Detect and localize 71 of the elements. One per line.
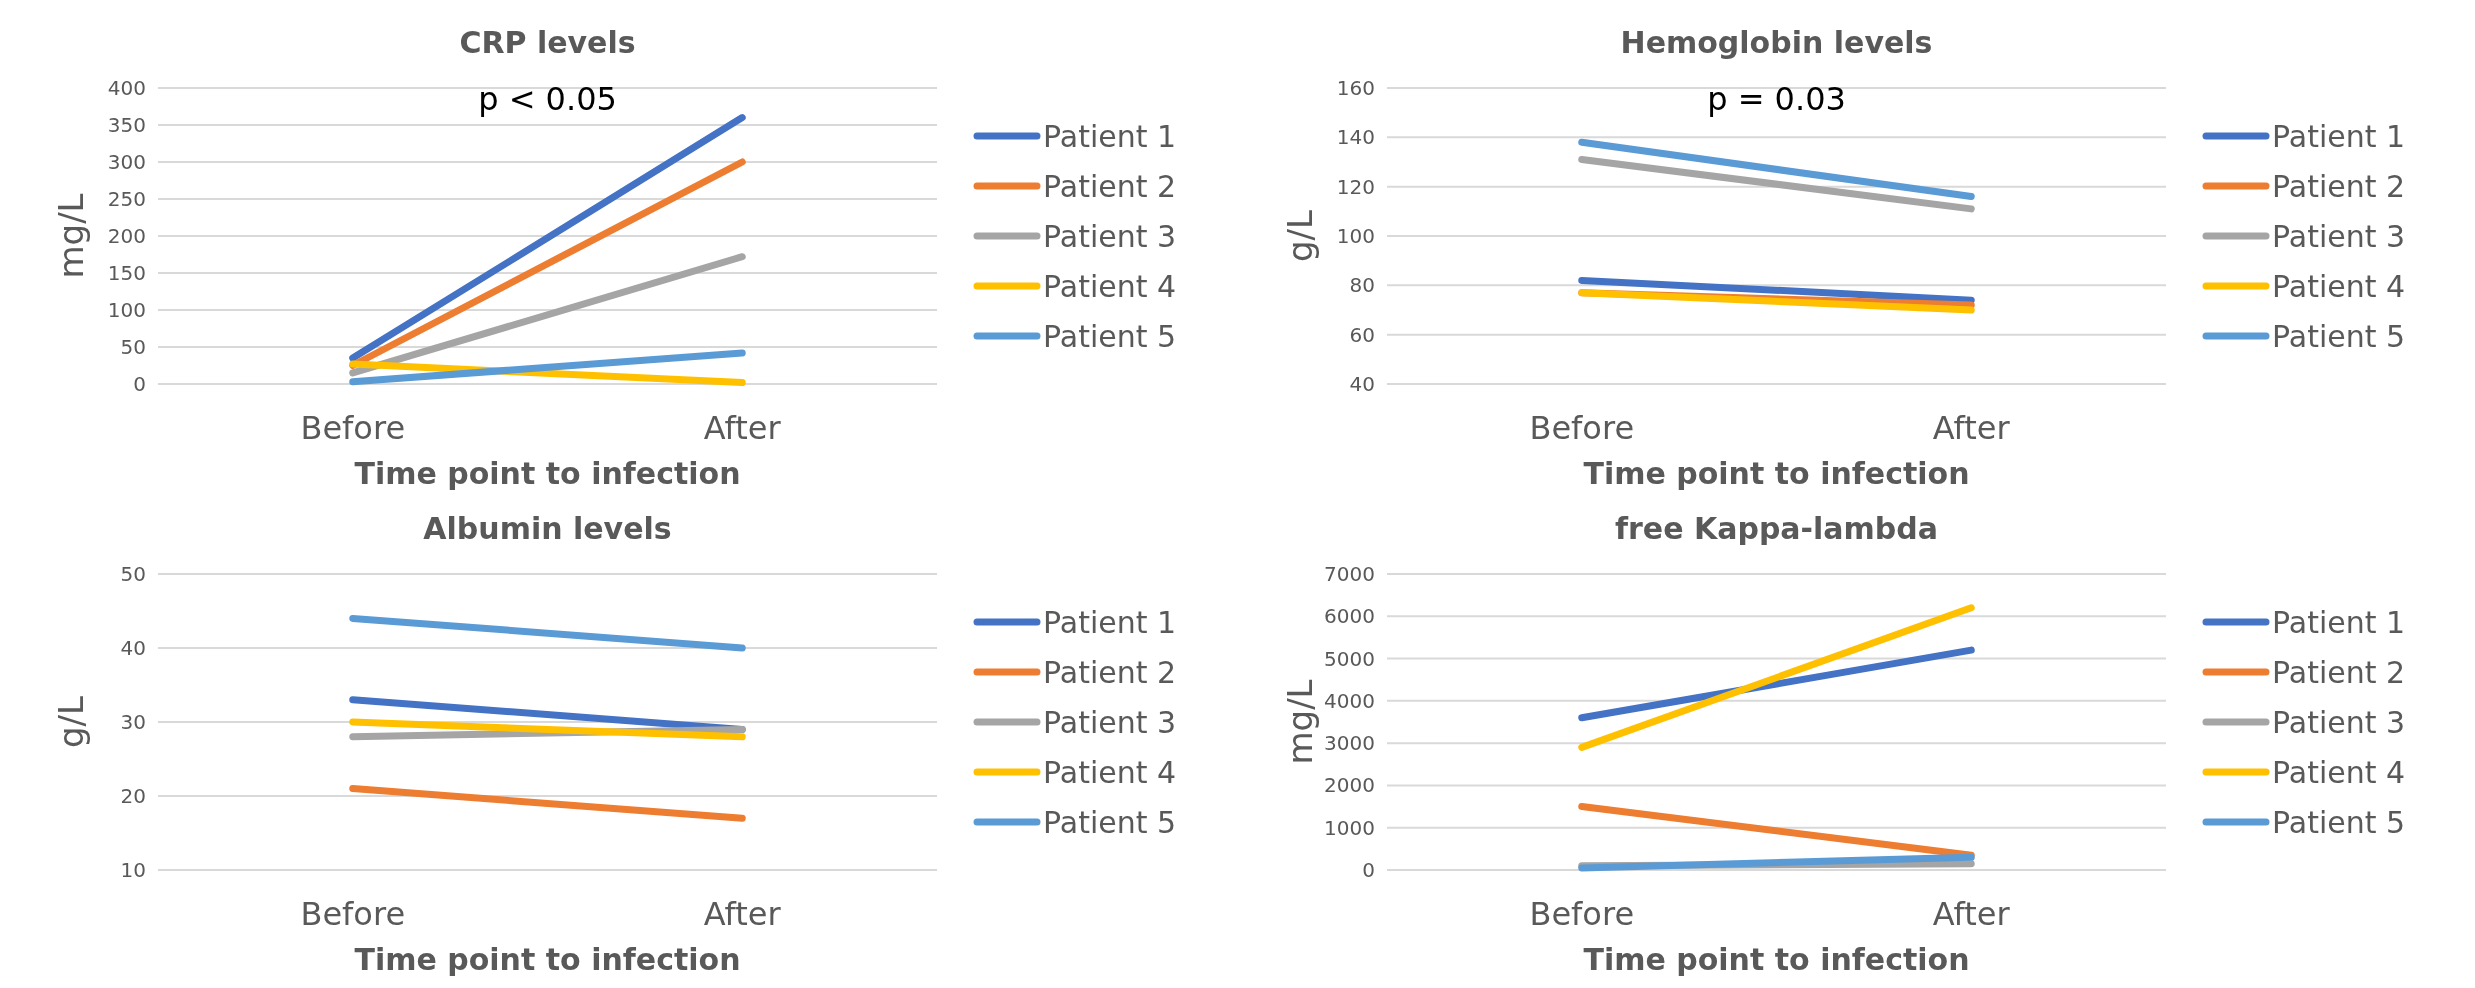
y-tick-label: 150 <box>107 261 146 285</box>
legend-label: Patient 2 <box>1043 168 1177 204</box>
legend-label: Patient 5 <box>2272 804 2406 840</box>
legend-label: Patient 5 <box>1043 318 1177 354</box>
legend-label: Patient 3 <box>2272 704 2406 740</box>
chart-title: CRP levels <box>459 25 636 60</box>
x-tick-label: Before <box>1529 895 1635 933</box>
y-axis-title: mg/L <box>51 193 91 279</box>
x-axis-title: Time point to infection <box>1583 456 1970 491</box>
y-tick-label: 0 <box>1362 858 1375 882</box>
y-axis-title: mg/L <box>1280 679 1320 765</box>
legend-label: Patient 2 <box>1043 654 1177 690</box>
x-tick-label: After <box>1932 409 2011 447</box>
chart-title: Albumin levels <box>423 511 672 546</box>
y-tick-label: 350 <box>107 113 146 137</box>
y-tick-label: 250 <box>107 187 146 211</box>
y-tick-label: 0 <box>133 372 146 396</box>
legend-label: Patient 3 <box>2272 218 2406 254</box>
x-tick-label: Before <box>300 895 406 933</box>
legend-label: Patient 4 <box>2272 754 2406 790</box>
chart-title: free Kappa-lambda <box>1614 511 1939 546</box>
y-tick-label: 50 <box>120 335 146 359</box>
y-tick-label: 300 <box>107 150 146 174</box>
y-tick-label: 50 <box>120 562 146 586</box>
legend-label: Patient 1 <box>2272 118 2406 154</box>
legend-label: Patient 1 <box>1043 118 1177 154</box>
annotation: p = 0.03 <box>1707 80 1846 118</box>
y-tick-label: 7000 <box>1324 562 1375 586</box>
y-tick-label: 400 <box>107 76 146 100</box>
legend-label: Patient 1 <box>2272 604 2406 640</box>
x-tick-label: Before <box>300 409 406 447</box>
y-tick-label: 60 <box>1349 322 1375 347</box>
y-tick-label: 40 <box>1349 372 1375 396</box>
y-tick-label: 120 <box>1336 174 1375 199</box>
y-tick-label: 100 <box>1336 224 1375 248</box>
y-tick-label: 10 <box>120 858 146 882</box>
y-tick-label: 20 <box>120 784 146 808</box>
legend-label: Patient 4 <box>1043 268 1177 304</box>
legend-label: Patient 5 <box>2272 318 2406 354</box>
y-tick-label: 3000 <box>1324 731 1375 756</box>
y-axis-title: g/L <box>1280 209 1320 262</box>
x-axis-title: Time point to infection <box>354 942 741 977</box>
legend-label: Patient 4 <box>1043 754 1177 790</box>
y-tick-label: 140 <box>1336 125 1375 150</box>
chart-title: Hemoglobin levels <box>1620 25 1933 60</box>
legend-label: Patient 1 <box>1043 604 1177 640</box>
legend-label: Patient 5 <box>1043 804 1177 840</box>
x-tick-label: After <box>1932 895 2011 933</box>
y-tick-label: 40 <box>120 636 146 660</box>
legend-label: Patient 3 <box>1043 704 1177 740</box>
x-tick-label: Before <box>1529 409 1635 447</box>
y-tick-label: 5000 <box>1324 646 1375 671</box>
y-tick-label: 2000 <box>1324 773 1375 798</box>
legend-label: Patient 2 <box>2272 654 2406 690</box>
y-tick-label: 6000 <box>1324 604 1375 629</box>
x-tick-label: After <box>703 409 782 447</box>
y-tick-label: 4000 <box>1324 688 1375 713</box>
annotation: p < 0.05 <box>478 80 617 118</box>
y-tick-label: 100 <box>107 298 146 322</box>
y-tick-label: 30 <box>120 710 146 734</box>
x-axis-title: Time point to infection <box>354 456 741 491</box>
x-tick-label: After <box>703 895 782 933</box>
y-tick-label: 200 <box>107 224 146 248</box>
y-tick-label: 1000 <box>1324 815 1375 840</box>
x-axis-title: Time point to infection <box>1583 942 1970 977</box>
y-axis-title: g/L <box>51 695 91 748</box>
legend-label: Patient 4 <box>2272 268 2406 304</box>
y-tick-label: 80 <box>1349 273 1375 298</box>
legend-label: Patient 2 <box>2272 168 2406 204</box>
legend-label: Patient 3 <box>1043 218 1177 254</box>
y-tick-label: 160 <box>1336 76 1375 100</box>
